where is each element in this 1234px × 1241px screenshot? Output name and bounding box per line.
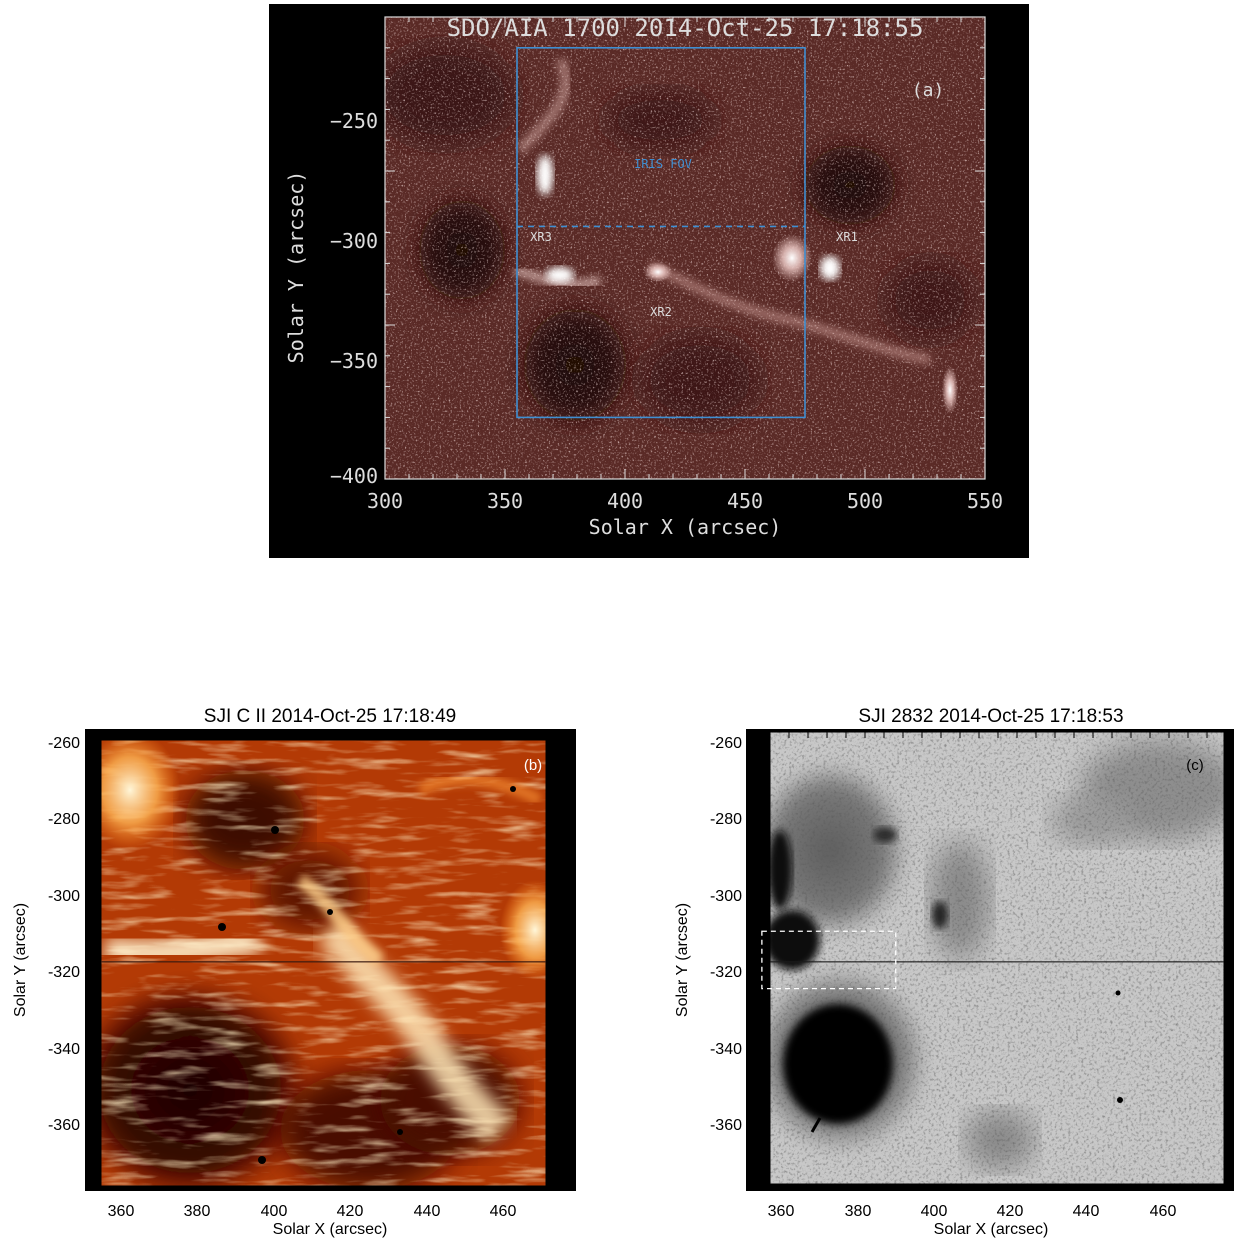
- panel-c-y-tick-label: -340: [710, 1041, 742, 1058]
- panel-b-label: (b): [524, 757, 542, 774]
- panel-b-title: SJI C II 2014-Oct-25 17:18:49: [204, 706, 456, 727]
- panel-b-y-tick-label: -340: [48, 1041, 80, 1058]
- panel-c-x-tick-label: 460: [1150, 1203, 1177, 1220]
- panel-a-x-tick-label: 450: [727, 489, 763, 513]
- sji-c-ii-image: [101, 740, 546, 1186]
- panel-b-x-tick-label: 440: [414, 1203, 441, 1220]
- region-label-xr2: XR2: [650, 305, 672, 319]
- region-label-xr3: XR3: [530, 230, 552, 244]
- panel-c: SJI 2832 2014-Oct-25 17:18:53 (c) 360 38…: [674, 706, 1234, 1238]
- panel-b-x-tick-label: 400: [261, 1203, 288, 1220]
- panel-b-x-tick-label: 380: [184, 1203, 211, 1220]
- panel-b-y-tick-label: -320: [48, 964, 80, 981]
- panel-a-y-tick-label: −350: [330, 349, 378, 373]
- panel-a-y-tick-label: −400: [330, 464, 378, 488]
- panel-c-x-tick-label: 400: [921, 1203, 948, 1220]
- zoom-region-box: [761, 930, 897, 990]
- panel-c-y-tick-label: -360: [710, 1117, 742, 1134]
- iris-fov-label: IRIS FOV: [634, 157, 692, 171]
- panel-a-y-axis-label: Solar Y (arcsec): [284, 171, 308, 364]
- panel-c-frame: [769, 731, 1225, 1185]
- panel-a-x-tick-label: 400: [607, 489, 643, 513]
- panel-a-x-axis-label: Solar X (arcsec): [589, 515, 782, 539]
- panel-a-x-tick-label: 550: [967, 489, 1003, 513]
- panel-b-y-tick-label: -260: [48, 735, 80, 752]
- panel-b-y-tick-label: -300: [48, 888, 80, 905]
- panel-b: SJI C II 2014-Oct-25 17:18:49 (b) 360 38…: [12, 706, 576, 1238]
- panel-b-y-axis-label: Solar Y (arcsec): [12, 903, 29, 1017]
- panel-a-y-tick-label: −300: [330, 229, 378, 253]
- panel-a-label: (a): [912, 80, 945, 101]
- panel-b-x-tick-label: 420: [337, 1203, 364, 1220]
- panel-c-x-axis-label: Solar X (arcsec): [934, 1221, 1049, 1238]
- panel-a-x-tick-label: 350: [487, 489, 523, 513]
- iris-fov-overlay: [516, 46, 806, 419]
- panel-a-x-tick-label: 300: [367, 489, 403, 513]
- panel-b-x-tick-label: 460: [490, 1203, 517, 1220]
- panel-c-label: (c): [1186, 757, 1204, 774]
- aia-1700-image: [385, 17, 985, 479]
- panel-c-slit-and-zoom-box: [761, 732, 1224, 990]
- panel-a: SDO/AIA 1700 2014-Oct-25 17:18:55 (a) IR…: [269, 4, 1029, 558]
- panel-b-frame: [100, 739, 547, 1187]
- iris-fov-box: [516, 46, 806, 419]
- panel-b-y-tick-label: -280: [48, 811, 80, 828]
- panel-c-x-tick-label: 440: [1073, 1203, 1100, 1220]
- panel-c-y-tick-label: -320: [710, 964, 742, 981]
- panel-a-title: SDO/AIA 1700 2014-Oct-25 17:18:55: [447, 14, 924, 42]
- panel-a-y-tick-marks: [385, 16, 985, 480]
- panel-a-frame: [384, 16, 986, 480]
- panel-b-x-tick-label: 360: [108, 1203, 135, 1220]
- panel-c-x-tick-label: 360: [768, 1203, 795, 1220]
- panel-c-y-tick-label: -260: [710, 735, 742, 752]
- panel-c-y-axis-label: Solar Y (arcsec): [674, 903, 691, 1017]
- panel-c-y-tick-label: -300: [710, 888, 742, 905]
- panel-c-x-tick-label: 380: [845, 1203, 872, 1220]
- panel-a-y-tick-label: −250: [330, 109, 378, 133]
- sji-2832-image: [770, 732, 1224, 1184]
- panel-c-y-tick-label: -280: [710, 811, 742, 828]
- panel-a-x-tick-marks: [384, 17, 986, 479]
- panel-b-x-axis-label: Solar X (arcsec): [273, 1221, 388, 1238]
- panel-b-y-tick-label: -360: [48, 1117, 80, 1134]
- region-label-xr1: XR1: [836, 230, 858, 244]
- panel-c-x-tick-label: 420: [997, 1203, 1024, 1220]
- panel-a-x-tick-label: 500: [847, 489, 883, 513]
- panel-c-title: SJI 2832 2014-Oct-25 17:18:53: [858, 706, 1123, 727]
